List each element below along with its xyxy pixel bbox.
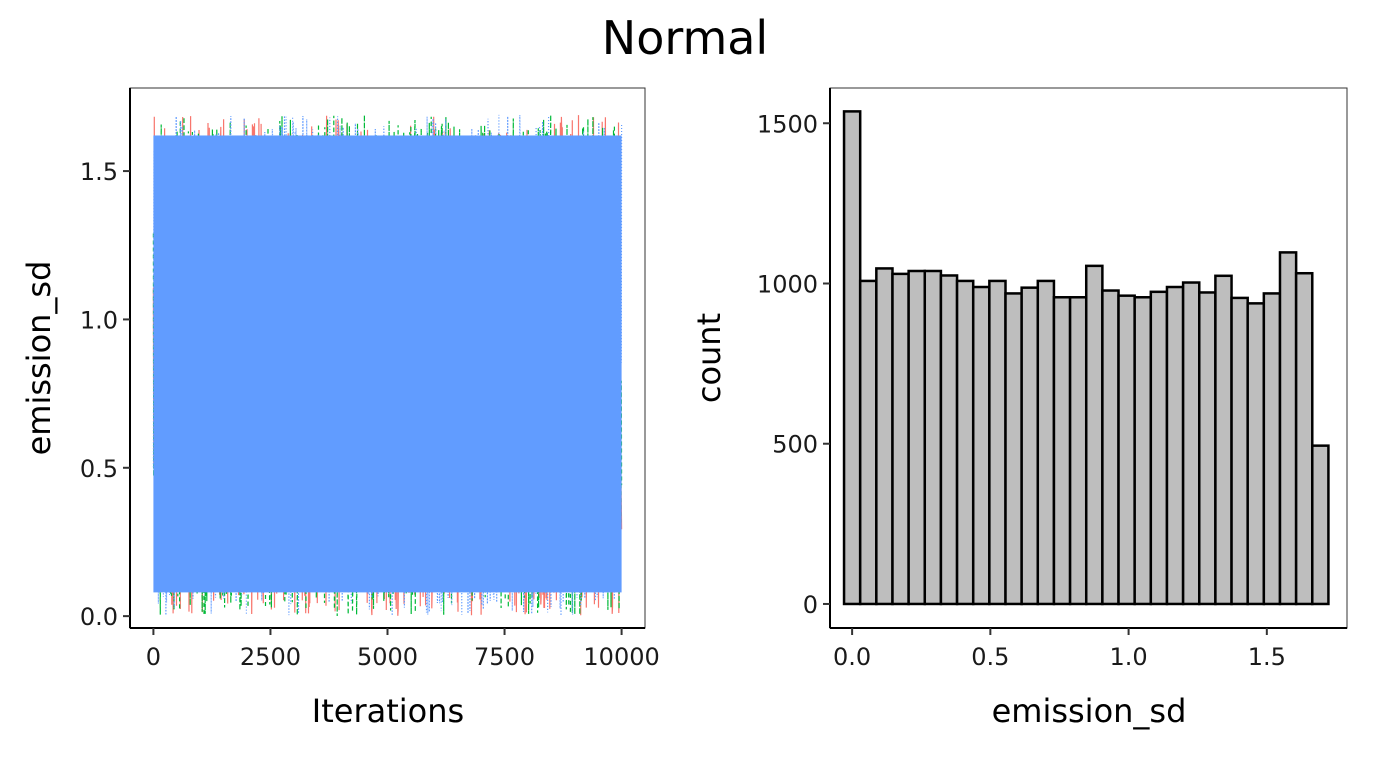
trace-y-tick-label: 0.5 (80, 455, 118, 483)
hist-bar (842, 110, 862, 606)
hist-bar (1020, 286, 1040, 606)
trace-y-tick-label: 1.5 (80, 158, 118, 186)
hist-bar (1165, 285, 1185, 606)
hist-bar (1004, 292, 1023, 606)
trace-x-tick-label: 5000 (357, 643, 418, 671)
hist-x-label: emission_sd (992, 692, 1187, 730)
hist-bar (1214, 274, 1233, 606)
figure-title: Normal (602, 11, 768, 65)
hist-bar (1246, 302, 1266, 606)
hist-bar (858, 279, 878, 606)
hist-bar (1101, 289, 1120, 606)
hist-bar (1036, 279, 1056, 606)
trace-plot: 0 2500 5000 7500 10000 0.0 0.5 1.0 1.5 Iteratio… (20, 87, 660, 730)
hist-y-tick-label: 500 (772, 431, 818, 459)
hist-bar (1311, 444, 1330, 606)
hist-bars (842, 110, 1330, 606)
hist-bar (891, 272, 910, 606)
hist-bar (1294, 271, 1314, 606)
hist-bar (1084, 264, 1104, 606)
hist-x-tick-label: 0.5 (971, 643, 1009, 671)
hist-x-tick-label: 0.0 (833, 643, 871, 671)
hist-bar (939, 274, 959, 606)
hist-bar (1052, 296, 1072, 606)
trace-y-label: emission_sd (20, 261, 58, 456)
hist-bar (1230, 296, 1249, 606)
trace-lines (152, 114, 623, 617)
hist-y-tick-label: 0 (803, 591, 818, 619)
trace-chain-3-density (153, 135, 622, 593)
hist-y-label: count (690, 313, 728, 403)
hist-bar (923, 269, 943, 606)
hist-bar (1181, 281, 1201, 606)
trace-x-tick-label: 10000 (583, 643, 659, 671)
hist-bar (1068, 296, 1088, 606)
hist-bar (1198, 291, 1217, 606)
hist-bar (971, 285, 991, 606)
hist-y-tick-label: 1500 (757, 110, 818, 138)
hist-bar (1117, 294, 1136, 606)
hist-bar (1262, 292, 1282, 606)
hist-bar (1149, 290, 1169, 606)
trace-x-tick-label: 7500 (474, 643, 535, 671)
hist-bar (988, 279, 1007, 606)
trace-y-tick-label: 1.0 (80, 306, 118, 334)
hist-bar (875, 267, 894, 606)
hist-x-tick-label: 1.0 (1110, 643, 1148, 671)
trace-x-label: Iterations (312, 692, 464, 730)
trace-x-tick-label: 2500 (240, 643, 301, 671)
trace-y-tick-label: 0.0 (80, 603, 118, 631)
trace-x-tick-label: 0 (146, 643, 161, 671)
hist-bar (955, 279, 975, 606)
hist-bar (907, 269, 927, 606)
hist-x-tick-label: 1.5 (1248, 643, 1286, 671)
hist-bar (1278, 251, 1298, 606)
hist-y-tick-label: 1000 (757, 270, 818, 298)
histogram-plot: 0.0 0.5 1.0 1.5 0 500 1000 1500 emission_sd co… (690, 87, 1348, 730)
hist-bar (1133, 296, 1153, 606)
